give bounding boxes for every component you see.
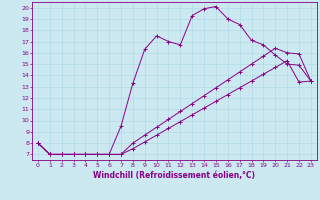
X-axis label: Windchill (Refroidissement éolien,°C): Windchill (Refroidissement éolien,°C) — [93, 171, 255, 180]
